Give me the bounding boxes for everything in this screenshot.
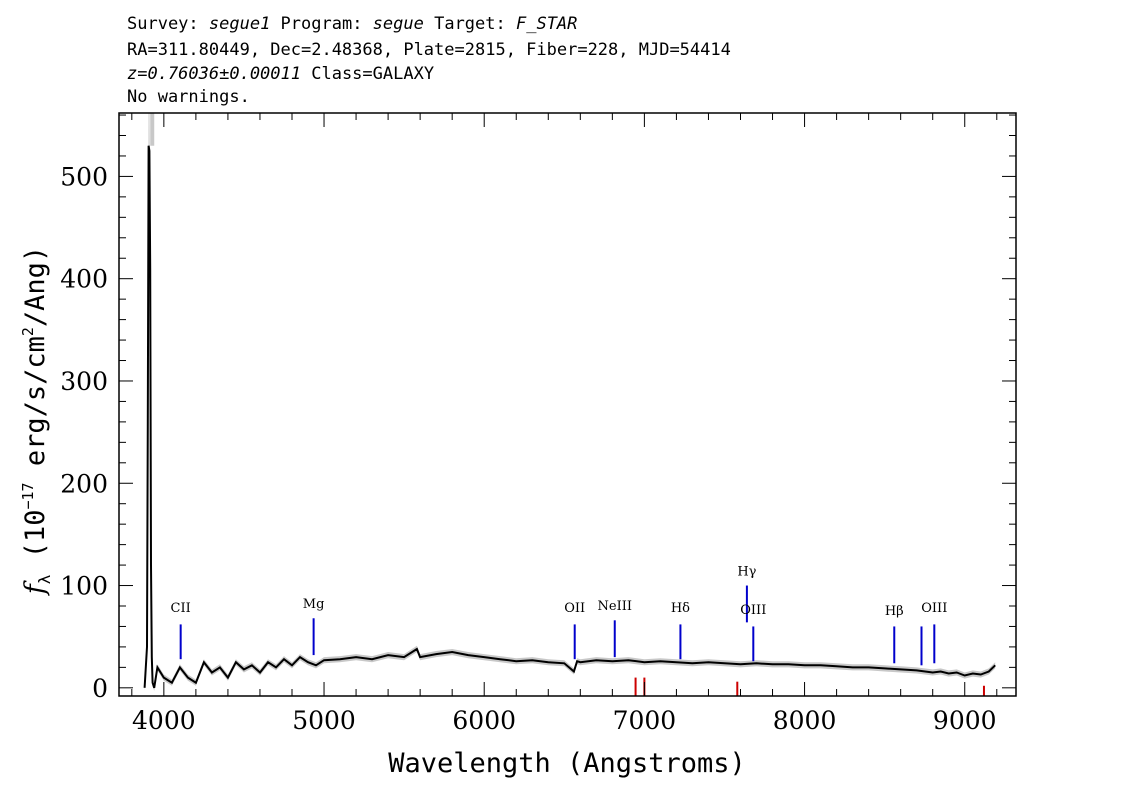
y-tick-label: 0 <box>92 674 108 703</box>
ylabel-symbol: f <box>20 580 51 596</box>
header-segment-2: Program: <box>270 14 372 34</box>
y-tick-label: 300 <box>60 367 108 396</box>
header-segment-5: F_STAR <box>516 14 577 34</box>
error-band-peak <box>150 113 155 146</box>
header-line-warnings: No warnings. <box>127 87 250 107</box>
header-line-redshift: z=0.76036±0.00011 Class=GALAXY <box>127 64 434 84</box>
x-axis-title: Wavelength (Angstroms) <box>388 748 746 779</box>
redshift-value: z=0.76036±0.00011 <box>127 64 301 84</box>
ylabel-part-4: /Ang) <box>20 246 51 327</box>
chart-header: Survey: segue1 Program: segue Target: F_… <box>127 14 731 107</box>
header-segment-4: Target: <box>424 14 516 34</box>
header-segment-0: Survey: <box>127 14 209 34</box>
header-line-survey: Survey: segue1 Program: segue Target: F_… <box>127 14 577 34</box>
x-tick-label: 8000 <box>773 706 837 735</box>
x-tick-label: 4000 <box>132 706 196 735</box>
ylabel-part-2: erg/s/cm <box>20 336 51 482</box>
header-segment-3: segue <box>373 14 424 34</box>
emission-label-9: OIII <box>921 601 947 616</box>
spectrum-series <box>143 145 996 689</box>
emission-label-1: Mg <box>303 597 325 612</box>
emission-label-5: Hγ <box>737 564 756 579</box>
ylabel-part-3: 2 <box>19 327 37 336</box>
y-axis-title-text: fλ (10−17 erg/s/cm2/Ang) <box>19 246 54 596</box>
x-tick-label: 5000 <box>292 706 356 735</box>
ylabel-part-1: −17 <box>19 482 37 509</box>
error-band <box>144 113 996 691</box>
class-value: Class=GALAXY <box>301 64 434 84</box>
emission-label-0: CII <box>171 601 191 616</box>
x-tick-label: 6000 <box>452 706 516 735</box>
plot-frame <box>118 112 1017 697</box>
emission-label-3: NeIII <box>598 599 632 614</box>
y-axis-title: fλ (10−17 erg/s/cm2/Ang) <box>19 246 54 596</box>
x-tick-label: 7000 <box>613 706 677 735</box>
y-tick-label: 500 <box>60 162 108 191</box>
x-tick-label: 9000 <box>933 706 997 735</box>
y-tick-label: 100 <box>60 572 108 601</box>
header-segment-1: segue1 <box>209 14 270 34</box>
emission-label-4: Hδ <box>671 601 690 616</box>
y-tick-label: 200 <box>60 469 108 498</box>
y-tick-label: 400 <box>60 265 108 294</box>
ylabel-part-0: (10 <box>20 510 51 575</box>
emission-label-2: OII <box>564 601 585 616</box>
header-line-coordinates: RA=311.80449, Dec=2.48368, Plate=2815, F… <box>127 40 731 60</box>
ylabel-symbol-sub: λ <box>35 574 54 584</box>
spectrum-line <box>143 145 996 689</box>
emission-label-7: Hβ <box>885 604 904 619</box>
emission-label-6: OIII <box>740 603 766 618</box>
